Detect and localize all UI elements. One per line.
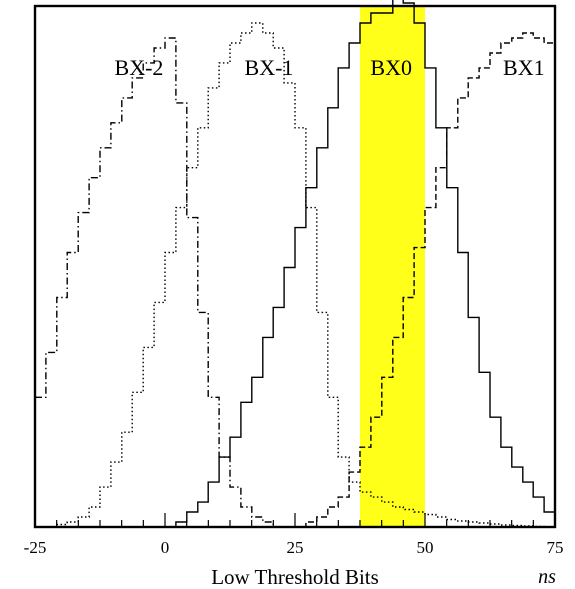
x-tick-label: 25: [287, 538, 304, 557]
bx-label: BX0: [370, 55, 412, 80]
x-tick-label: 75: [547, 538, 564, 557]
x-tick-label: 0: [161, 538, 170, 557]
plot-frame: [33, 4, 557, 529]
x-axis-unit: ns: [538, 566, 556, 588]
histogram-dashdot-series: [35, 37, 295, 528]
bx-label: BX1: [503, 55, 545, 80]
bx-label: BX-2: [115, 55, 164, 80]
x-axis-tick-labels: -25 0 25 50 75: [24, 538, 564, 557]
bunch-crossing-labels: BX-2 BX-1 BX0 BX1: [115, 55, 545, 80]
bx-label: BX-1: [245, 55, 294, 80]
bx0-window-highlight: [360, 6, 425, 527]
x-axis-title: Low Threshold Bits: [211, 565, 379, 589]
x-tick-label: 50: [417, 538, 434, 557]
histogram-solid-series: [35, 0, 555, 528]
x-tick-label: -25: [24, 538, 47, 557]
